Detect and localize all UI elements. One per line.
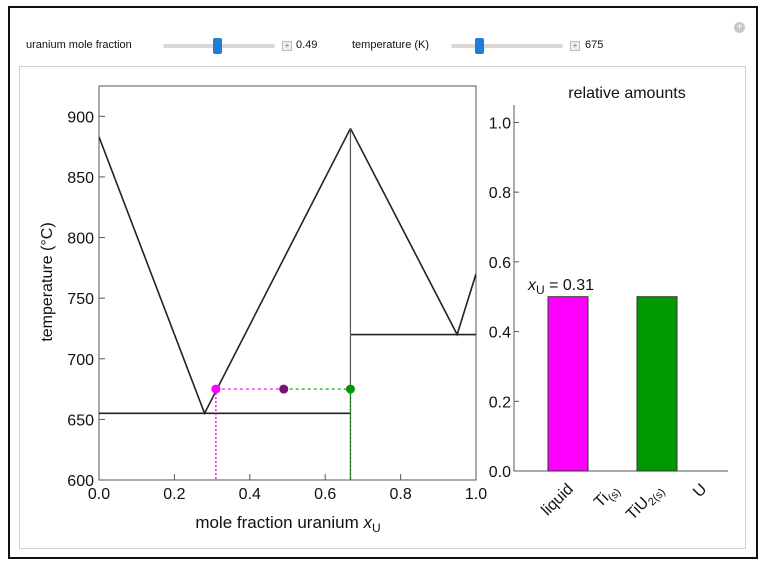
phase-y-label: temperature (°C): [39, 222, 56, 341]
bar-category-label: TiU2(s): [623, 481, 668, 526]
phase-y-ticks: 600 650 700 750 800 850 900: [67, 109, 105, 490]
phase-x-tick-label: 0.8: [389, 486, 411, 503]
phase-x-label-sub: U: [372, 521, 381, 535]
bar-y-tick-label: 0.6: [489, 255, 511, 272]
mole-fraction-value: 0.49: [296, 39, 318, 51]
bar-liquid: [547, 296, 589, 472]
phase-diagram-frame: [98, 85, 477, 481]
temperature-slider-thumb[interactable]: [475, 38, 484, 54]
phase-x-tick-label: 1.0: [465, 486, 487, 503]
content-panel: [19, 66, 746, 549]
bar-category-label: Ti(s): [591, 481, 623, 513]
annotation-sub: U: [536, 283, 545, 297]
bar-y-tick-label: 0.4: [489, 325, 511, 342]
tie-line-endpoint: [211, 384, 221, 394]
bar-chart-title: relative amounts: [568, 85, 685, 102]
phase-x-label: mole fraction uranium xU: [195, 513, 380, 535]
plus-box-icon[interactable]: +: [282, 41, 292, 51]
category-base: liquid: [538, 481, 576, 519]
bars: [547, 296, 678, 472]
bar-y-tick-label: 0.2: [489, 394, 511, 411]
bar-category-labels: liquid Ti(s) TiU2(s) U: [538, 481, 710, 526]
temperature-slider[interactable]: [451, 38, 563, 54]
bar-y-tick-label: 0.8: [489, 185, 511, 202]
phase-y-tick-label: 900: [67, 109, 94, 126]
bar-y-tick-label: 1.0: [489, 115, 511, 132]
phase-y-tick-label: 800: [67, 231, 94, 248]
phase-x-tick-label: 0.0: [88, 486, 110, 503]
annotation-value: = 0.31: [545, 277, 594, 294]
temperature-label: temperature (K): [352, 39, 430, 51]
phase-x-ticks: 0.0 0.2 0.4 0.6 0.8 1.0: [88, 474, 487, 503]
tie-line-endpoint: [345, 384, 355, 394]
phase-lines: [99, 128, 476, 480]
bar-category-label: liquid: [538, 481, 576, 519]
phase-y-tick-label: 650: [67, 412, 94, 429]
bar-y-tick-label: 0.0: [489, 464, 511, 481]
mole-fraction-label: uranium mole fraction: [26, 39, 132, 51]
phase-x-tick-label: 0.4: [239, 486, 261, 503]
phase-y-tick-label: 600: [67, 473, 94, 490]
phase-x-tick-label: 0.6: [314, 486, 336, 503]
plus-circle-icon[interactable]: +: [734, 22, 745, 33]
phase-y-tick-label: 850: [67, 170, 94, 187]
mole-fraction-annotation: xU = 0.31: [527, 277, 594, 297]
bar-category-label: U: [690, 481, 710, 501]
phase-curves: [99, 128, 476, 480]
bar-y-ticks: 0.0 0.2 0.4 0.6 0.8 1.0: [489, 105, 728, 481]
phase-x-label-var: x: [363, 513, 373, 532]
category-base: U: [690, 481, 710, 501]
plus-box-icon[interactable]: +: [570, 41, 580, 51]
phase-x-label-main: mole fraction uranium: [195, 513, 363, 532]
phase-x-tick-label: 0.2: [163, 486, 185, 503]
temperature-value: 675: [585, 39, 604, 51]
phase-y-tick-label: 750: [67, 291, 94, 308]
mole-fraction-slider[interactable]: [163, 38, 275, 54]
phase-y-tick-label: 700: [67, 352, 94, 369]
bar-tiu2-s-: [636, 296, 678, 472]
state-point[interactable]: [279, 384, 289, 394]
mole-fraction-slider-thumb[interactable]: [213, 38, 222, 54]
annotation-var: x: [527, 277, 537, 294]
control-bar: uranium mole fraction + 0.49 temperature…: [26, 36, 666, 56]
